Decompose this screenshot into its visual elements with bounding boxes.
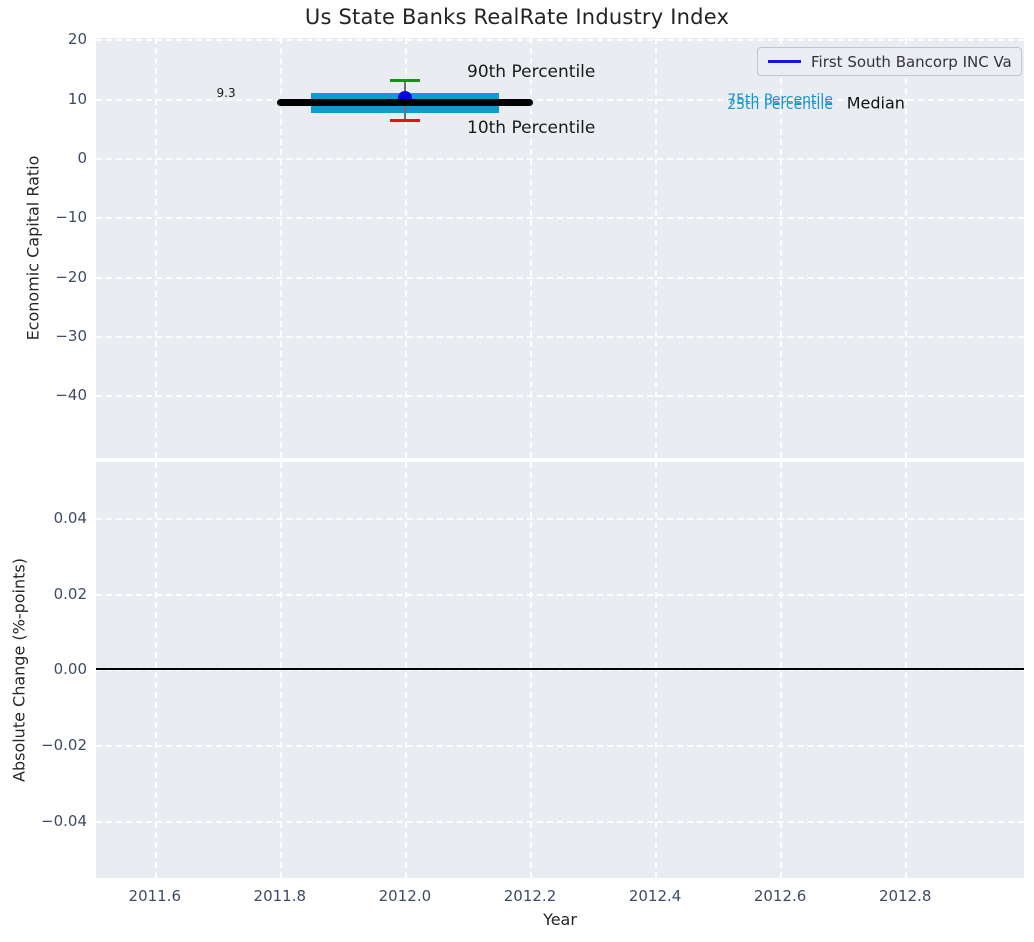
zero-change-line: [96, 668, 1024, 671]
y-axis-label-bottom: Absolute Change (%-points): [9, 558, 29, 782]
legend-line-sample: [768, 60, 801, 63]
x-tick-label: 2012.0: [378, 887, 432, 905]
gridline-y: [96, 820, 1024, 823]
x-tick-label: 2012.6: [753, 887, 807, 905]
y-tick-label: 0.02: [53, 584, 87, 603]
x-tick-label: 2012.8: [878, 887, 932, 905]
gridline-y: [96, 335, 1024, 338]
y-tick-label: 10: [67, 89, 87, 108]
gridline-y: [96, 217, 1024, 220]
axes-bottom-absolute-change: [96, 462, 1024, 878]
x-axis-label: Year: [543, 910, 577, 929]
y-tick-label: −0.04: [41, 811, 87, 830]
y-tick-label: −30: [55, 326, 87, 345]
y-tick-label: 0: [77, 149, 87, 167]
y-tick-label: 0.00: [53, 660, 87, 679]
y-tick-label: −20: [55, 267, 87, 286]
median-value-annotation: 9.3: [216, 86, 236, 101]
gridline-y: [96, 518, 1024, 520]
axes-top-economic-capital-ratio: 9.3 90th Percentile 10th Percentile 75th Pe…: [96, 38, 1024, 458]
gridline-x: [655, 38, 658, 458]
legend-label: First South Bancorp INC Va: [811, 52, 1012, 71]
gridline-y: [96, 276, 1024, 279]
x-tick-label: 2011.6: [128, 887, 182, 905]
x-tick-label: 2012.4: [628, 887, 682, 905]
chart-title: Us State Banks RealRate Industry Index: [304, 5, 730, 29]
p25-label-annotation: 25th Percentile: [727, 96, 833, 113]
median-line: [276, 99, 533, 107]
y-axis-label-top: Economic Capital Ratio: [23, 155, 43, 341]
median-label-annotation: Median: [846, 93, 905, 113]
gridline-x: [154, 38, 157, 458]
cap-90th-percentile: [389, 79, 420, 83]
gridline-y: [96, 395, 1024, 398]
gridline-y: [96, 158, 1024, 160]
y-tick-label: 20: [67, 30, 87, 49]
y-tick-label: −0.02: [41, 736, 87, 755]
y-tick-label: −10: [55, 208, 87, 227]
x-tick-label: 2012.2: [503, 887, 557, 905]
legend: First South Bancorp INC Va: [757, 47, 1022, 76]
cap-10th-percentile: [389, 118, 420, 122]
y-tick-label: −40: [55, 386, 87, 405]
gridline-x: [905, 38, 908, 458]
y-tick-label: 0.04: [53, 509, 87, 527]
gridline-y: [96, 745, 1024, 748]
x-tick-label: 2011.8: [253, 887, 307, 905]
p90-label-annotation: 90th Percentile: [467, 62, 596, 82]
gridline-y: [96, 593, 1024, 596]
gridline-y: [96, 39, 1024, 42]
p10-label-annotation: 10th Percentile: [467, 118, 596, 139]
